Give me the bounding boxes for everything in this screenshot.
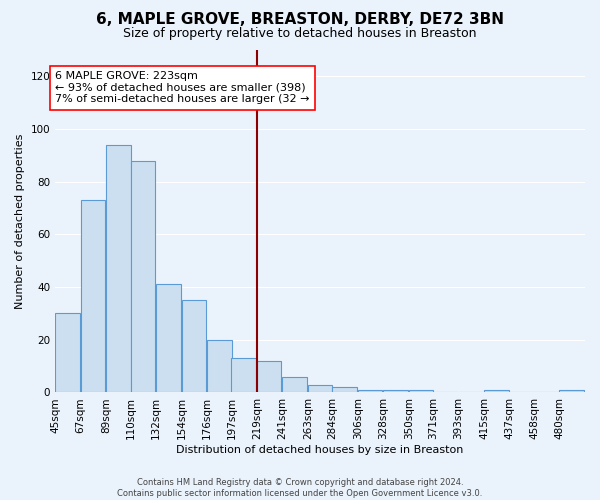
Bar xyxy=(308,384,332,392)
Bar xyxy=(257,361,281,392)
Bar xyxy=(283,376,307,392)
Bar xyxy=(55,314,80,392)
Bar xyxy=(106,145,131,392)
Bar xyxy=(332,387,357,392)
Bar xyxy=(383,390,408,392)
Text: 6 MAPLE GROVE: 223sqm
← 93% of detached houses are smaller (398)
7% of semi-deta: 6 MAPLE GROVE: 223sqm ← 93% of detached … xyxy=(55,71,310,104)
Bar xyxy=(484,390,509,392)
Text: 6, MAPLE GROVE, BREASTON, DERBY, DE72 3BN: 6, MAPLE GROVE, BREASTON, DERBY, DE72 3B… xyxy=(96,12,504,28)
Bar xyxy=(559,390,584,392)
Bar xyxy=(80,200,105,392)
Text: Contains HM Land Registry data © Crown copyright and database right 2024.
Contai: Contains HM Land Registry data © Crown c… xyxy=(118,478,482,498)
Bar xyxy=(207,340,232,392)
Bar xyxy=(131,160,155,392)
X-axis label: Distribution of detached houses by size in Breaston: Distribution of detached houses by size … xyxy=(176,445,464,455)
Bar xyxy=(409,390,433,392)
Bar xyxy=(232,358,256,392)
Text: Size of property relative to detached houses in Breaston: Size of property relative to detached ho… xyxy=(123,28,477,40)
Bar xyxy=(182,300,206,392)
Bar xyxy=(358,390,382,392)
Y-axis label: Number of detached properties: Number of detached properties xyxy=(15,134,25,309)
Bar xyxy=(156,284,181,393)
